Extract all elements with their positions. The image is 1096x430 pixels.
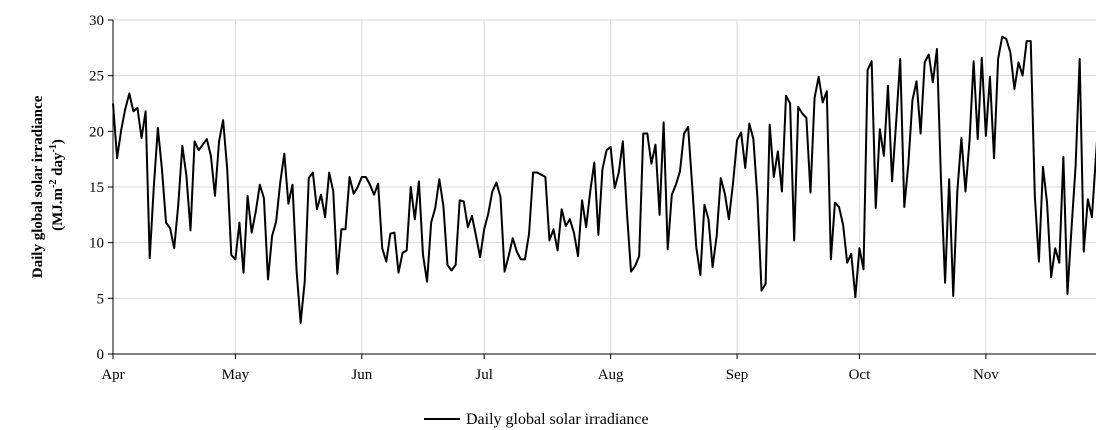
y-axis-title-sup1: -2 [48, 180, 59, 188]
legend-label: Daily global solar irradiance [466, 411, 649, 428]
series-line [112, 35, 1096, 324]
x-tick-label: Aug [598, 367, 624, 383]
y-axis-title-line2-suffix: ) [50, 139, 66, 144]
y-axis-title-sup2: -1 [48, 144, 59, 152]
axes [108, 19, 1096, 359]
x-tick-label: May [222, 367, 250, 383]
y-axis-title-line1: Daily global solar irradiance [30, 95, 46, 278]
y-tick-label: 30 [89, 13, 104, 29]
x-tick-labels: Apr May Jun Jul Aug Sep Oct Nov [101, 367, 999, 383]
x-tick-label: Nov [973, 367, 999, 383]
y-axis-title-line2-mid: day [50, 152, 66, 180]
y-axis-title-line2-prefix: (MJ.m [50, 187, 66, 230]
x-tick-label: Oct [849, 367, 871, 383]
y-tick-label: 25 [89, 69, 104, 85]
y-axis-title: Daily global solar irradiance (MJ.m-2 da… [30, 92, 66, 278]
x-tick-label: Jul [475, 367, 493, 383]
x-tick-label: Sep [726, 367, 749, 383]
legend: Daily global solar irradiance [424, 411, 649, 428]
y-tick-label: 15 [89, 180, 104, 196]
y-tick-label: 5 [97, 291, 105, 307]
x-tick-label: Apr [101, 367, 124, 383]
y-tick-labels: 0 5 10 15 20 25 30 [89, 13, 104, 363]
y-tick-label: 10 [89, 236, 104, 252]
gridlines [113, 19, 1096, 354]
y-tick-label: 20 [89, 124, 104, 140]
y-tick-label: 0 [97, 347, 105, 363]
x-tick-label: Jun [351, 367, 372, 383]
series-layer [112, 35, 1096, 324]
